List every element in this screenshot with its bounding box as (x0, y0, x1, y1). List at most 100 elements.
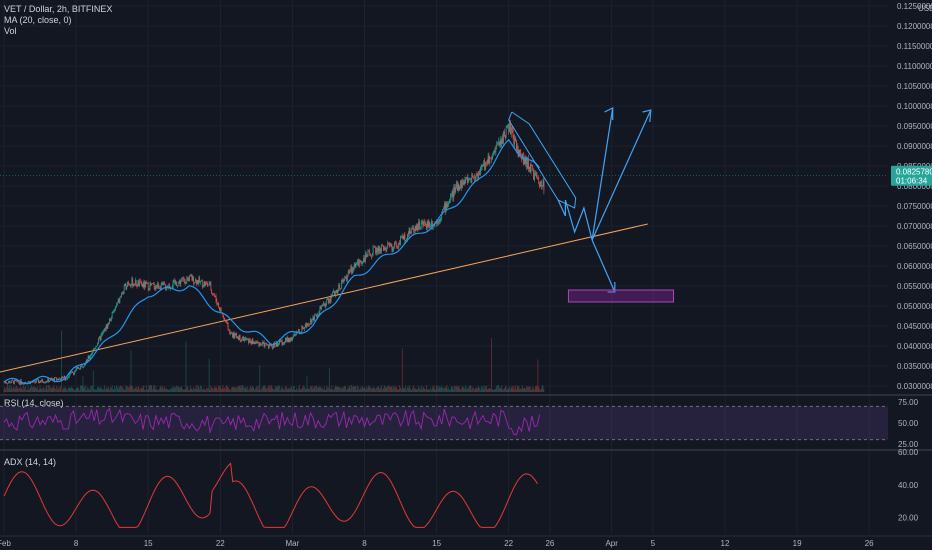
volume-bar (35, 387, 37, 392)
candle-body (454, 187, 455, 193)
volume-bar (460, 389, 461, 392)
adx-legend[interactable]: ADX (14, 14) (4, 457, 57, 467)
volume-bar (203, 388, 205, 392)
volume-bar (34, 387, 36, 392)
candle-body (16, 379, 18, 381)
trendline-line[interactable] (0, 223, 648, 373)
candle-body (473, 177, 474, 178)
price-tick-label: 0.04500000 (897, 322, 932, 331)
volume-bar (515, 385, 516, 392)
candle-body (236, 333, 237, 339)
volume-bar (514, 389, 516, 392)
volume-bar (346, 388, 348, 392)
rsi-pane[interactable] (0, 405, 888, 441)
candle-body (276, 342, 278, 347)
candle-body (368, 250, 370, 252)
ma-legend[interactable]: MA (20, close, 0) (4, 15, 72, 25)
volume-bar (469, 385, 471, 392)
projection-drawings[interactable] (508, 107, 674, 303)
volume-bar (522, 388, 524, 392)
target-zone-box[interactable] (567, 289, 674, 303)
volume-bar (73, 388, 74, 392)
volume-bar (279, 385, 280, 392)
volume-bar (307, 388, 309, 392)
volume-bar (311, 386, 313, 392)
candle-body (392, 249, 394, 251)
candle-body (86, 360, 87, 363)
volume-bar (219, 386, 221, 392)
candle-body (207, 283, 208, 286)
candle-body (127, 282, 128, 287)
candle-body (124, 283, 126, 286)
candle-body (251, 339, 253, 345)
volume-bar (51, 388, 53, 392)
candle-body (537, 177, 539, 179)
candle-body (328, 298, 330, 304)
volume-bar (366, 389, 368, 392)
candle-body (374, 246, 376, 248)
candle-body (42, 379, 43, 383)
volume-bar (15, 386, 17, 392)
candle-body (277, 344, 279, 347)
volume-bar (359, 389, 360, 392)
volume-bar (337, 386, 339, 392)
candle-body (326, 299, 328, 304)
adx-pane[interactable] (3, 462, 538, 528)
candle-body (213, 293, 214, 295)
volume-bar (319, 387, 321, 392)
time-axis[interactable]: Feb 8 15 22 Mar 8 15 22 26 Apr 5 12 19 26 (0, 539, 874, 548)
candle-body (398, 242, 400, 248)
up-arrow-2[interactable] (591, 109, 652, 241)
candle-body (204, 282, 206, 286)
symbol-legend[interactable]: VET / Dollar, 2h, BITFINEX (4, 4, 113, 14)
candle-body (44, 382, 46, 383)
volume-bar (529, 386, 531, 392)
support-trendline[interactable] (0, 223, 648, 373)
current-price-badge[interactable] (891, 165, 932, 186)
volume-bar (389, 386, 390, 392)
rsi-legend[interactable]: RSI (14, close) (4, 398, 64, 408)
zigzag-path[interactable] (557, 199, 593, 241)
up-arrow-1[interactable] (591, 107, 614, 241)
vol-legend[interactable]: Vol (4, 26, 17, 36)
candle-body (256, 341, 258, 344)
volume-bar (338, 386, 340, 392)
candle-body (462, 180, 463, 188)
candle-body (458, 184, 460, 191)
time-tick-label: 5 (651, 539, 656, 548)
volume-bar (8, 385, 10, 392)
volume-bar (452, 386, 454, 392)
candle-body (273, 342, 274, 349)
volume-bar (196, 388, 198, 392)
volume-bar (413, 387, 415, 392)
volume-bar (138, 386, 140, 392)
down-channel[interactable] (508, 111, 577, 209)
candle-body (138, 281, 140, 287)
candle-body (355, 263, 357, 268)
volume-bar (74, 389, 75, 392)
candle-body (202, 286, 204, 287)
candle-body (113, 310, 115, 311)
candle-body (56, 377, 57, 380)
candle-body (528, 166, 530, 169)
candle-body (183, 279, 185, 282)
candle-body (134, 280, 136, 286)
volume-bar (262, 385, 264, 392)
volume-bar (243, 387, 245, 392)
candle-body (480, 166, 482, 168)
volume-bar (339, 387, 340, 392)
price-axis[interactable]: 0.12500000 0.12000000 0.11500000 0.11000000… (891, 2, 932, 391)
candle-body (424, 221, 425, 224)
candle-body (301, 325, 303, 332)
candle-body (395, 242, 397, 247)
candle-body (214, 295, 216, 297)
candle-body (213, 294, 215, 297)
down-arrow[interactable] (591, 239, 616, 293)
volume-bar (207, 388, 208, 392)
volume-bar (462, 387, 464, 392)
candle-body (365, 253, 366, 262)
candle-body (467, 177, 468, 183)
volume-bar (286, 386, 287, 392)
candle-body (359, 260, 361, 262)
